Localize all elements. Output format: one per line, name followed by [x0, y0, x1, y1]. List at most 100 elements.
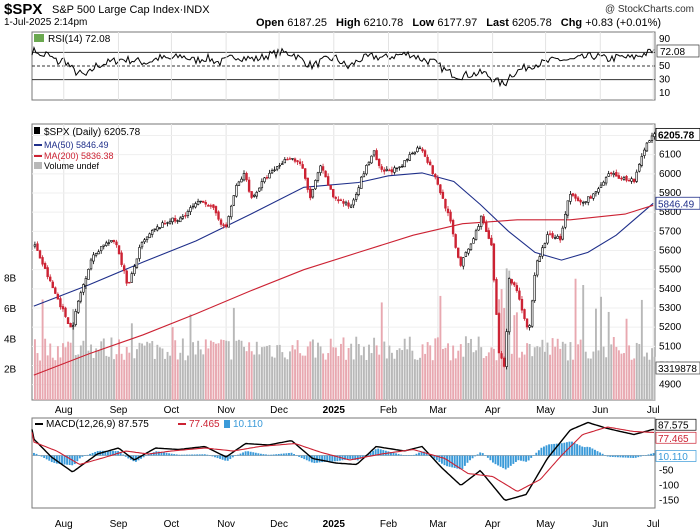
macd-hist-bar [165, 452, 168, 456]
macd-hist-bar [377, 448, 380, 456]
volume-bar [490, 347, 493, 400]
candles [33, 131, 656, 370]
macd-hist-bar [425, 453, 428, 456]
volume-bar [607, 311, 610, 400]
candle-body [553, 237, 557, 239]
volume-bar [610, 344, 613, 400]
volume-tick-label: 2B [4, 365, 17, 376]
volume-bar [164, 358, 166, 400]
candle-body [130, 273, 133, 283]
price-tick-label: 5400 [659, 284, 682, 295]
volume-bar [238, 339, 240, 400]
rsi-tick-label: 10 [659, 88, 671, 99]
macd-hist-bar [583, 447, 586, 456]
macd-hist-bar [231, 455, 234, 458]
macd-hist-bar [173, 454, 176, 456]
volume-bar [467, 343, 470, 400]
macd-hist-bar [492, 455, 494, 463]
candle-body [156, 226, 159, 231]
volume-bar [396, 350, 398, 400]
macd-hist-bar [333, 455, 336, 462]
macd-hist-bar [609, 455, 612, 457]
macd-hist-bar [48, 455, 51, 461]
volume-bar [133, 358, 136, 400]
volume-bar [541, 339, 544, 400]
candle-body [645, 142, 649, 152]
macd-hist-bar [632, 455, 635, 458]
macd-hist-bar [563, 442, 566, 456]
volume-bar [227, 341, 230, 400]
macd-hist-bar [114, 451, 117, 456]
candle-body [362, 173, 366, 178]
candle-body [617, 175, 621, 179]
candle-body [589, 196, 593, 199]
volume-bar [271, 356, 274, 400]
macd-hist-bar [211, 455, 214, 457]
volume-bar [638, 344, 641, 400]
volume-bar [447, 343, 449, 400]
volume-bar [398, 348, 401, 400]
candle-body [569, 194, 572, 202]
macd-hist-bar [550, 444, 553, 456]
candle-body [612, 173, 615, 176]
volume-bars [34, 268, 656, 400]
candle-body [592, 193, 595, 199]
candle-body [120, 252, 123, 265]
hist-legend: 10.110 [233, 419, 263, 430]
macd-hist-bar [489, 455, 492, 461]
x-tick-label-bottom: Jun [592, 519, 608, 530]
candle-body [474, 230, 478, 240]
candle-body [74, 311, 77, 325]
candle-body [321, 166, 325, 171]
candle-body [240, 178, 243, 183]
volume-bar [187, 355, 189, 400]
symbol-title: $SPX [4, 1, 43, 18]
macd-hist-bar [420, 451, 423, 456]
volume-bar [472, 352, 475, 400]
x-tick-label: Nov [217, 405, 235, 416]
macd-hist-bar [163, 452, 165, 456]
volume-bar [146, 341, 149, 400]
candle-body [347, 202, 350, 207]
candle-body [128, 281, 131, 284]
macd-hist-bar [321, 455, 324, 463]
candle-body [202, 200, 205, 203]
x-tick-label: May [536, 405, 555, 416]
candle-body [472, 238, 475, 244]
macd-hist-bar [616, 455, 619, 458]
volume-bar [87, 350, 90, 400]
volume-bar [215, 343, 217, 400]
macd-hist-bar [474, 455, 477, 457]
macd-hist-bar [201, 454, 204, 456]
volume-bar [334, 347, 337, 400]
macd-hist-bar [175, 454, 178, 456]
volume-bar [107, 356, 110, 400]
volume-bar [311, 339, 314, 400]
candle-body [449, 211, 452, 222]
macd-hist-bar [573, 442, 576, 456]
volume-bar [161, 348, 164, 400]
candle-body [479, 215, 483, 227]
candle-body [135, 258, 139, 268]
macd-hist-bar [303, 455, 306, 460]
rsi-line [31, 45, 655, 88]
candle-body [232, 195, 235, 206]
volume-bar [240, 340, 243, 400]
macd-hist-bar [112, 450, 114, 456]
volume-bar [243, 346, 245, 400]
candle-body [334, 197, 337, 199]
volume-bar [617, 350, 620, 400]
price-tick-label: 6100 [659, 150, 682, 161]
price-tick-label: 5500 [659, 265, 682, 276]
candle-body [319, 165, 322, 173]
volume-bar [556, 338, 559, 400]
volume-bar [625, 318, 628, 400]
volume-bar [434, 338, 437, 400]
volume-bar [408, 336, 411, 400]
signal-legend: 77.465 [189, 419, 220, 430]
candle-body [507, 278, 511, 333]
macd-hist-bar [497, 455, 499, 466]
volume-bar [459, 344, 462, 400]
macd-hist-bar [642, 455, 645, 456]
macd-hist-bar [423, 451, 426, 456]
